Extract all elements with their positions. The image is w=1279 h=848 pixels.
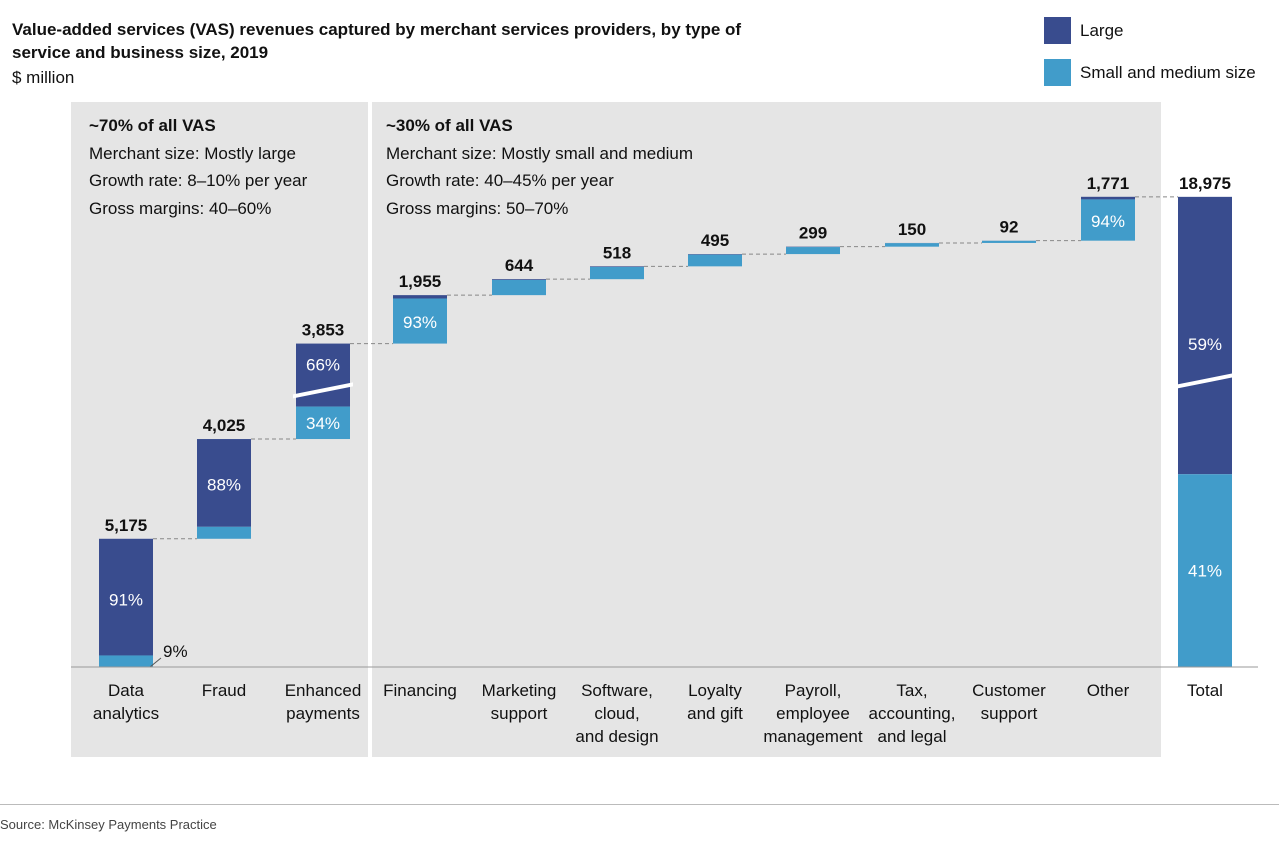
share-label-large-data-analytics: 91% xyxy=(109,590,143,609)
share-label-large-enhanced-payments: 66% xyxy=(306,355,340,374)
value-label-marketing-support: 644 xyxy=(505,256,534,275)
value-label-total: 18,975 xyxy=(1179,174,1231,193)
category-label-loyalty-gift: and gift xyxy=(687,704,743,723)
category-label-data-analytics: analytics xyxy=(93,704,159,723)
group-2-heading: ~30% of all VAS xyxy=(386,116,513,135)
share-label-large-fraud: 88% xyxy=(207,476,241,495)
category-label-marketing-support: Marketing xyxy=(482,681,557,700)
bar-large-financing xyxy=(393,295,447,299)
group-2-line: Gross margins: 50–70% xyxy=(386,199,568,218)
legend-item-small: Small and medium size xyxy=(1044,59,1256,86)
axis-break-total xyxy=(1175,372,1235,389)
value-label-data-analytics: 5,175 xyxy=(105,516,148,535)
bar-large-other xyxy=(1081,196,1135,200)
category-label-payroll: employee xyxy=(776,704,850,723)
bar-large-fraud xyxy=(197,439,251,527)
group-1-line: Gross margins: 40–60% xyxy=(89,199,271,218)
category-label-enhanced-payments: Enhanced xyxy=(285,681,362,700)
value-label-loyalty-gift: 495 xyxy=(701,231,729,250)
category-label-software-cloud-design: Software, xyxy=(581,681,653,700)
category-label-tax-accounting-legal: Tax, xyxy=(896,681,927,700)
bar-small-marketing-support xyxy=(492,279,546,296)
value-label-customer-support: 92 xyxy=(1000,218,1019,237)
category-label-tax-accounting-legal: and legal xyxy=(877,727,946,746)
bar-small-payroll xyxy=(786,247,840,255)
bar-large-data-analytics xyxy=(99,538,153,656)
share-label-small-other: 94% xyxy=(1091,212,1125,231)
category-label-total: Total xyxy=(1187,681,1223,700)
category-label-customer-support: Customer xyxy=(972,681,1046,700)
value-label-fraud: 4,025 xyxy=(203,416,246,435)
bar-large-marketing-support xyxy=(492,279,546,280)
group-1-line: Growth rate: 8–10% per year xyxy=(89,171,308,190)
legend-swatch-large xyxy=(1044,17,1071,44)
bar-small-financing xyxy=(393,298,447,344)
category-label-loyalty-gift: Loyalty xyxy=(688,681,742,700)
share-label-large-total: 59% xyxy=(1188,335,1222,354)
category-label-data-analytics: Data xyxy=(108,681,144,700)
unit-label: $ million xyxy=(12,68,75,87)
group-1-line: Merchant size: Mostly large xyxy=(89,144,296,163)
bar-small-fraud xyxy=(197,526,251,539)
bar-large-software-cloud-design xyxy=(590,266,644,267)
bar-large-loyalty-gift xyxy=(688,254,742,255)
category-label-fraud: Fraud xyxy=(202,681,246,700)
category-label-tax-accounting-legal: accounting, xyxy=(869,704,956,723)
bar-large-enhanced-payments xyxy=(296,343,350,407)
axis-break-enhanced-payments xyxy=(293,382,353,399)
category-label-software-cloud-design: cloud, xyxy=(594,704,639,723)
category-label-other: Other xyxy=(1087,681,1130,700)
legend-label-large: Large xyxy=(1080,20,1124,40)
bar-small-loyalty-gift xyxy=(688,254,742,267)
category-label-software-cloud-design: and design xyxy=(575,727,658,746)
share-label-small-data-analytics: 9% xyxy=(163,642,188,661)
share-leader-data-analytics xyxy=(149,657,162,668)
category-label-payroll: Payroll, xyxy=(785,681,842,700)
bar-large-total xyxy=(1178,196,1232,475)
panel-small-merchants xyxy=(372,102,1161,757)
category-label-payroll: management xyxy=(763,727,863,746)
bar-small-data-analytics xyxy=(99,655,153,667)
value-label-enhanced-payments: 3,853 xyxy=(302,321,345,340)
legend-item-large: Large xyxy=(1044,17,1123,44)
value-label-other: 1,771 xyxy=(1087,174,1130,193)
bar-small-total xyxy=(1178,474,1232,667)
category-label-financing: Financing xyxy=(383,681,457,700)
bar-small-enhanced-payments xyxy=(296,406,350,440)
value-label-software-cloud-design: 518 xyxy=(603,243,631,262)
bar-small-customer-support xyxy=(982,240,1036,243)
category-label-customer-support: support xyxy=(981,704,1038,723)
share-label-small-total: 41% xyxy=(1188,562,1222,581)
group-2-line: Growth rate: 40–45% per year xyxy=(386,171,614,190)
value-label-financing: 1,955 xyxy=(399,272,442,291)
group-2-line: Merchant size: Mostly small and medium xyxy=(386,144,693,163)
value-label-tax-accounting-legal: 150 xyxy=(898,220,926,239)
legend-swatch-small xyxy=(1044,59,1071,86)
category-label-enhanced-payments: payments xyxy=(286,704,360,723)
value-label-payroll: 299 xyxy=(799,224,827,243)
group-1-heading: ~70% of all VAS xyxy=(89,116,216,135)
chart-title: Value-added services (VAS) revenues capt… xyxy=(12,20,742,62)
waterfall-chart: ~70% of all VAS Merchant size: Mostly la… xyxy=(71,102,1258,757)
source-note: Source: McKinsey Payments Practice xyxy=(0,817,217,832)
legend-label-small: Small and medium size xyxy=(1080,62,1256,82)
share-label-small-financing: 93% xyxy=(403,313,437,332)
share-label-small-enhanced-payments: 34% xyxy=(306,414,340,433)
bar-small-software-cloud-design xyxy=(590,266,644,280)
category-label-marketing-support: support xyxy=(491,704,548,723)
bar-small-tax-accounting-legal xyxy=(885,243,939,247)
bar-small-other xyxy=(1081,199,1135,241)
footer-divider xyxy=(0,804,1279,805)
